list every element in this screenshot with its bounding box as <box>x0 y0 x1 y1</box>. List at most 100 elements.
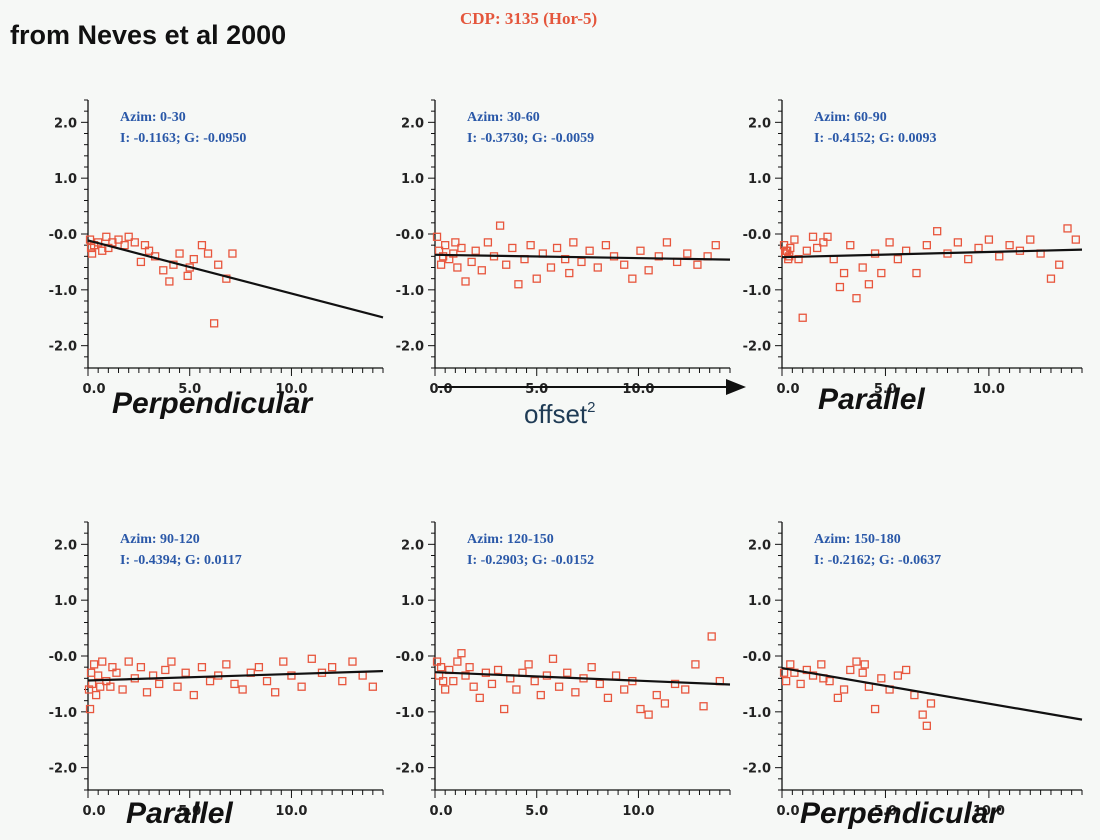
data-point <box>279 657 288 666</box>
data-point <box>652 690 661 700</box>
data-point <box>441 241 450 250</box>
data-point <box>98 657 107 666</box>
data-point <box>254 663 264 672</box>
azimuth-range-label: Azim: 120-150 <box>467 532 554 547</box>
panel-1: 2.0 1.0 -0.0 -1.0 -2.0 0.0 5.0 10.0 Azim: 0-30 I:… <box>49 99 384 420</box>
panel-3: 2.0 1.0 -0.0 -1.0 -2.0 0.0 5.0 10.0 Azim: 60-90 I… <box>743 99 1083 416</box>
data-point <box>136 257 146 267</box>
data-point <box>926 699 936 708</box>
y-tick-label: -0.0 <box>743 650 771 665</box>
data-point <box>85 704 95 714</box>
data-point <box>808 671 818 680</box>
data-point <box>453 657 462 666</box>
data-point <box>140 241 150 250</box>
data-point <box>790 235 799 244</box>
source-label: from Neves et al 2000 <box>10 20 286 50</box>
y-tick-label: 2.0 <box>748 116 771 131</box>
panel-caption: Parallel <box>126 797 233 830</box>
data-point <box>467 257 476 267</box>
data-point <box>1046 274 1056 283</box>
data-point <box>124 657 133 666</box>
y-tick-label: -2.0 <box>49 340 77 355</box>
regression-line <box>781 248 1083 259</box>
x-tick-label: 10.0 <box>622 382 654 397</box>
data-point <box>114 235 123 244</box>
y-tick-label: 1.0 <box>401 594 424 609</box>
data-point <box>781 676 791 686</box>
data-point <box>108 663 117 672</box>
data-point <box>262 676 272 686</box>
data-point <box>438 252 448 261</box>
data-point <box>441 685 450 694</box>
data-point <box>1063 224 1072 233</box>
data-point <box>449 249 458 258</box>
data-point <box>1071 235 1080 244</box>
y-tick-label: 2.0 <box>401 538 424 553</box>
y-tick-label: 1.0 <box>401 172 424 187</box>
data-point <box>436 663 446 672</box>
data-point <box>813 243 822 253</box>
data-point <box>481 668 491 677</box>
data-point <box>870 704 880 714</box>
offset-arrow-head <box>726 379 746 395</box>
data-point <box>846 241 855 250</box>
azimuth-range-label: Azim: 90-120 <box>120 532 200 547</box>
y-tick-label: -0.0 <box>49 650 77 665</box>
azimuth-range-label: Azim: 30-60 <box>467 110 540 125</box>
intercept-gradient-label: I: -0.3730; G: -0.0059 <box>467 131 594 146</box>
panel-caption: Perpendicular <box>800 797 1002 830</box>
data-point <box>98 246 107 255</box>
data-point <box>189 690 198 700</box>
data-point <box>532 274 541 283</box>
y-tick-label: -1.0 <box>396 706 424 721</box>
data-point <box>327 663 337 672</box>
data-point <box>577 257 586 267</box>
data-point <box>524 660 533 669</box>
data-point <box>96 682 105 691</box>
data-point <box>526 241 535 250</box>
data-point <box>161 665 170 675</box>
data-point <box>451 238 460 247</box>
data-point <box>495 221 505 230</box>
x-tick-label: 0.0 <box>776 804 799 819</box>
data-point <box>159 266 168 275</box>
regression-line <box>781 666 1083 721</box>
data-point <box>483 238 493 247</box>
data-point <box>901 665 911 675</box>
x-tick-label: 0.0 <box>82 382 105 397</box>
x-tick-label: 0.0 <box>82 804 105 819</box>
data-point <box>711 241 720 250</box>
y-tick-label: -0.0 <box>396 228 424 243</box>
data-point <box>839 685 849 694</box>
offset-axis-label: offset2 <box>524 399 595 429</box>
cdp-title: CDP: 3135 (Hor-5) <box>460 9 597 28</box>
data-point <box>885 238 894 247</box>
data-point <box>142 688 152 697</box>
data-point <box>852 657 861 666</box>
data-point <box>974 243 983 253</box>
data-point <box>893 254 903 264</box>
data-point <box>87 249 97 258</box>
y-tick-label: 2.0 <box>401 116 424 131</box>
data-point <box>561 254 570 264</box>
data-point <box>173 682 182 691</box>
data-point <box>461 277 470 286</box>
data-point <box>808 232 818 241</box>
x-tick-label: 5.0 <box>525 382 548 397</box>
y-tick-label: -0.0 <box>396 650 424 665</box>
data-point <box>554 682 564 691</box>
y-tick-label: -1.0 <box>743 284 771 299</box>
regression-line <box>87 669 384 682</box>
intercept-gradient-label: I: -0.2903; G: -0.0152 <box>467 553 594 568</box>
data-point <box>530 676 539 686</box>
intercept-gradient-label: I: -0.1163; G: -0.0950 <box>120 131 246 146</box>
data-point <box>358 671 367 680</box>
intercept-gradient-label: I: -0.4394; G: 0.0117 <box>120 553 242 568</box>
data-point <box>707 632 716 641</box>
azimuth-range-label: Azim: 0-30 <box>120 110 186 125</box>
data-point <box>693 260 702 269</box>
data-point <box>802 246 811 255</box>
data-point <box>839 268 849 278</box>
data-point <box>457 243 466 253</box>
data-point <box>833 693 843 703</box>
